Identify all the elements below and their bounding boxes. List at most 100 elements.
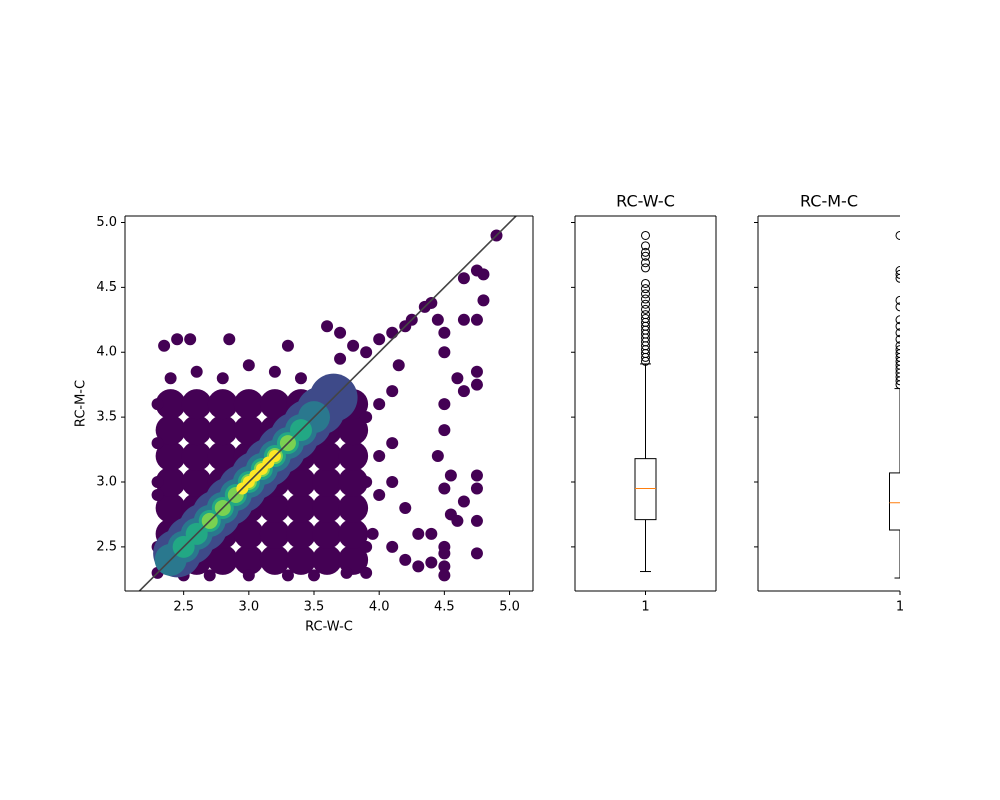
scatter-point bbox=[386, 385, 399, 398]
scatter-point bbox=[203, 569, 216, 582]
flier bbox=[641, 356, 650, 366]
scatter-point bbox=[285, 467, 316, 498]
scatter-point bbox=[216, 372, 229, 385]
scatter-point bbox=[155, 467, 186, 498]
x-tick-label: 4.0 bbox=[369, 600, 390, 615]
box bbox=[634, 458, 657, 521]
scatter-point bbox=[171, 333, 184, 346]
flier bbox=[895, 380, 900, 390]
x-tick-label: 5.0 bbox=[499, 600, 520, 615]
scatter-point bbox=[151, 437, 164, 450]
flier bbox=[641, 258, 650, 268]
plot-area bbox=[889, 230, 900, 579]
scatter-point bbox=[470, 378, 483, 391]
scatter-point bbox=[373, 333, 386, 346]
scatter-point bbox=[233, 389, 264, 420]
scatter-point bbox=[207, 389, 238, 420]
scatter-point bbox=[392, 359, 405, 372]
flier bbox=[895, 321, 900, 331]
scatter-point bbox=[155, 492, 186, 523]
scatter-point bbox=[158, 339, 171, 352]
scatter-point bbox=[259, 492, 290, 523]
scatter-point bbox=[233, 544, 264, 575]
scatter-point bbox=[259, 544, 290, 575]
flier bbox=[895, 273, 900, 283]
flier bbox=[895, 230, 900, 240]
flier bbox=[895, 265, 900, 275]
scatter-point bbox=[431, 450, 444, 463]
scatter-point bbox=[281, 569, 294, 582]
x-tick-label: 3.0 bbox=[238, 600, 259, 615]
scatter-point bbox=[207, 441, 238, 472]
scatter-point bbox=[438, 560, 451, 573]
scatter-point bbox=[477, 294, 490, 307]
flier bbox=[895, 368, 900, 378]
scatter-point bbox=[233, 518, 264, 549]
scatter-point bbox=[259, 389, 290, 420]
scatter-point bbox=[155, 415, 186, 446]
y-tick-label: 5.0 bbox=[96, 215, 117, 230]
scatter-point bbox=[386, 326, 399, 339]
scatter-point bbox=[285, 518, 316, 549]
scatter-point bbox=[207, 415, 238, 446]
flier bbox=[641, 263, 650, 273]
scatter-point bbox=[181, 389, 212, 420]
scatter-point bbox=[470, 313, 483, 326]
scatter-point bbox=[347, 339, 360, 352]
scatter-point bbox=[312, 492, 343, 523]
scatter-point bbox=[412, 527, 425, 540]
y-tick-label: 4.0 bbox=[96, 345, 117, 360]
scatter-point bbox=[438, 547, 451, 560]
scatter-point bbox=[233, 415, 264, 446]
flier bbox=[641, 289, 650, 299]
scatter-point bbox=[181, 415, 212, 446]
scatter-point bbox=[340, 566, 353, 579]
scatter-point bbox=[470, 469, 483, 482]
y-tick-label: 3.0 bbox=[96, 475, 117, 490]
flier bbox=[641, 304, 650, 314]
flier bbox=[641, 299, 650, 309]
scatter-point bbox=[321, 320, 334, 333]
scatter-point bbox=[184, 333, 197, 346]
plot-area bbox=[634, 230, 657, 573]
scatter-point bbox=[312, 467, 343, 498]
flier bbox=[895, 364, 900, 374]
flier bbox=[641, 230, 650, 240]
flier bbox=[641, 247, 650, 257]
scatter-point bbox=[425, 527, 438, 540]
flier bbox=[895, 328, 900, 338]
scatter-point bbox=[223, 333, 236, 346]
scatter-point bbox=[438, 424, 451, 437]
scatter-point bbox=[373, 488, 386, 501]
scatter-point bbox=[151, 398, 164, 411]
scatter-point bbox=[470, 482, 483, 495]
scatter-point bbox=[438, 482, 451, 495]
flier bbox=[895, 302, 900, 312]
scatter-point bbox=[438, 326, 451, 339]
flier bbox=[895, 341, 900, 351]
scatter-point bbox=[457, 272, 470, 285]
scatter-point bbox=[285, 544, 316, 575]
scatter-point bbox=[457, 313, 470, 326]
scatter-point bbox=[360, 411, 373, 424]
flier bbox=[895, 345, 900, 355]
scatter-point bbox=[334, 326, 347, 339]
scatter-point bbox=[181, 467, 212, 498]
scatter-point bbox=[470, 365, 483, 378]
y-axis-label: RC-M-C bbox=[74, 380, 89, 427]
scatter-point bbox=[399, 553, 412, 566]
scatter-point bbox=[285, 492, 316, 523]
scatter-point bbox=[164, 372, 177, 385]
flier bbox=[895, 269, 900, 279]
scatter-point bbox=[360, 566, 373, 579]
flier bbox=[641, 278, 650, 288]
scatter-point bbox=[438, 398, 451, 411]
scatter-point bbox=[360, 540, 373, 553]
scatter-point bbox=[451, 372, 464, 385]
x-axis-label: RC-W-C bbox=[305, 620, 353, 635]
scatter-point bbox=[470, 514, 483, 527]
scatter-point bbox=[151, 476, 164, 489]
scatter-point bbox=[373, 450, 386, 463]
x-tick-label: 1 bbox=[641, 600, 649, 615]
